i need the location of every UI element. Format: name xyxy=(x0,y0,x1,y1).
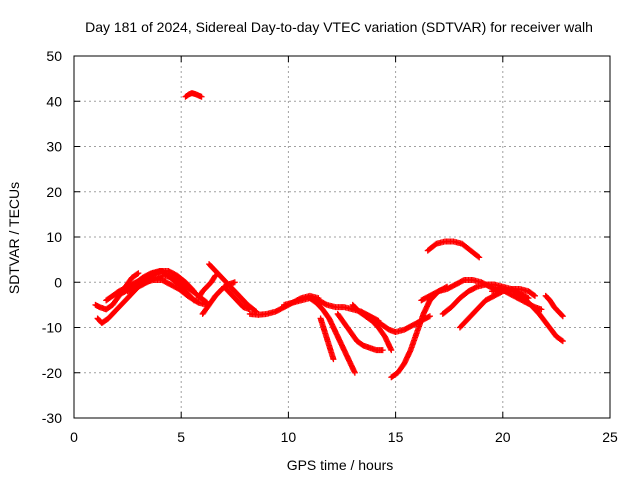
data-point xyxy=(558,337,565,344)
data-point xyxy=(135,270,142,277)
data-point xyxy=(559,338,566,345)
data-point xyxy=(388,347,395,354)
x-axis-label: GPS time / hours xyxy=(287,457,394,473)
data-point xyxy=(134,270,141,277)
axis-tick-labels: 0 5 10 15 20 25 -30 -20 -10 0 10 20 30 40 50 xyxy=(42,48,618,445)
series-arc-15 xyxy=(317,315,337,363)
y-tick-label: -10 xyxy=(42,320,62,336)
data-points xyxy=(92,90,566,381)
axis-ticks xyxy=(73,55,611,419)
data-point xyxy=(202,298,209,305)
series-arc-7 xyxy=(182,90,205,100)
data-point xyxy=(198,93,205,100)
series-arc-16 xyxy=(334,310,386,354)
data-point xyxy=(559,313,566,320)
y-tick-label: -20 xyxy=(42,365,62,381)
y-tick-label: -30 xyxy=(42,410,62,426)
data-point xyxy=(538,306,545,313)
y-tick-label: 10 xyxy=(46,229,62,245)
data-point xyxy=(476,254,483,261)
data-point xyxy=(330,356,337,363)
data-point xyxy=(475,253,482,260)
data-point xyxy=(558,312,565,319)
series-arc-10 xyxy=(195,272,219,302)
x-tick-label: 15 xyxy=(388,429,404,445)
y-tick-label: 50 xyxy=(46,48,62,64)
y-axis-label: SDTVAR / TECUs xyxy=(6,182,22,294)
y-tick-label: 40 xyxy=(46,93,62,109)
data-point xyxy=(231,279,238,286)
series-arc-14 xyxy=(306,295,358,376)
x-tick-label: 20 xyxy=(495,429,511,445)
data-point xyxy=(530,292,537,299)
y-tick-label: 20 xyxy=(46,184,62,200)
data-point xyxy=(426,313,433,320)
series-arc-18 xyxy=(360,310,433,336)
chart-title: Day 181 of 2024, Sidereal Day-to-day VTE… xyxy=(85,19,593,35)
series-arc-20 xyxy=(424,238,483,261)
data-point xyxy=(379,347,386,354)
data-point xyxy=(212,272,219,279)
grid-lines xyxy=(74,56,610,418)
x-tick-label: 10 xyxy=(281,429,297,445)
x-tick-label: 25 xyxy=(602,429,618,445)
data-point xyxy=(351,369,358,376)
y-tick-label: 30 xyxy=(46,139,62,155)
data-point xyxy=(531,292,538,299)
series-arc-26 xyxy=(542,292,566,320)
series-arc-23 xyxy=(456,286,538,331)
data-point xyxy=(211,273,218,280)
x-tick-label: 0 xyxy=(70,429,78,445)
x-tick-label: 5 xyxy=(177,429,185,445)
series-arc-25 xyxy=(510,288,566,345)
y-tick-label: 0 xyxy=(54,274,62,290)
series-arc-11 xyxy=(221,283,253,313)
